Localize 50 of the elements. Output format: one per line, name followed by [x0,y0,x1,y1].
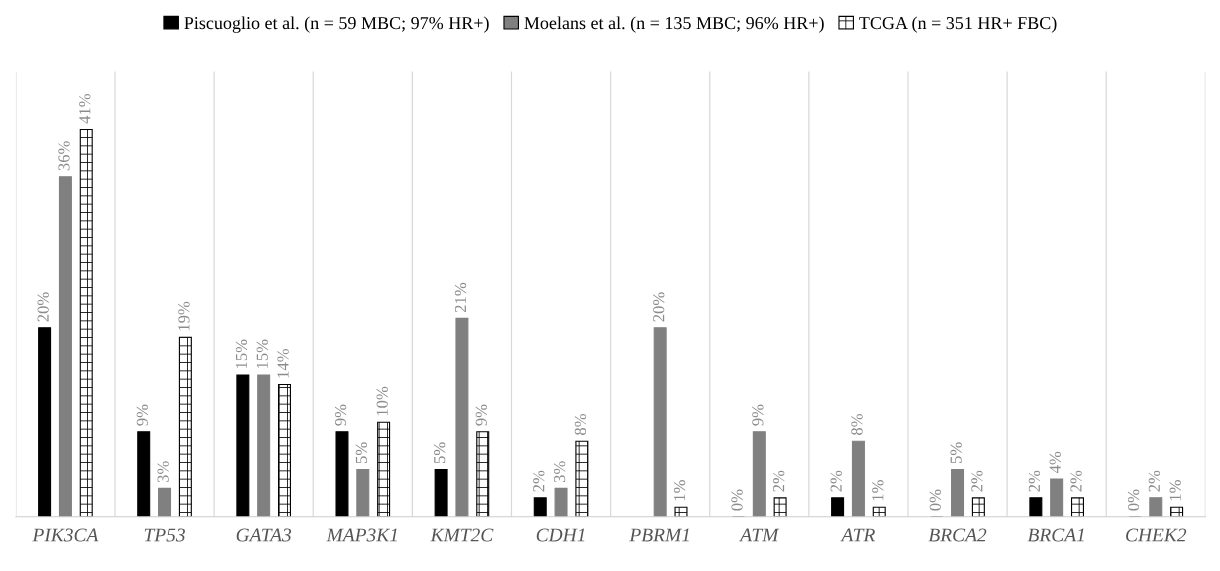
data-label: 8% [574,413,587,435]
data-label: 19% [178,301,190,331]
data-label: 2% [1028,470,1041,492]
x-tick-label: GATA3 [236,528,292,542]
data-label: 9% [475,404,487,426]
legend-label: Moelans et al. (n = 135 MBC; 96% HR+) [524,16,824,33]
data-label: 2% [1148,470,1161,492]
data-label: 1% [872,480,884,501]
x-tick-label: ATM [739,528,780,542]
legend-label: TCGA (n = 351 HR+ FBC) [859,16,1057,33]
data-label: 1% [673,480,686,501]
data-label: 3% [157,461,169,483]
data-label: 4% [1049,451,1061,474]
data-label: 9% [334,404,347,426]
data-label: 0% [929,489,941,511]
x-tick-label: PBRM1 [629,528,689,542]
data-label: 2% [971,470,983,492]
x-tick-label: CDH1 [536,528,585,542]
data-label: 5% [434,442,446,463]
data-label: 15% [235,339,248,369]
data-label: 41% [79,93,91,124]
x-tick-label: TP53 [144,528,185,542]
data-label: 0% [1127,489,1140,511]
data-label: 9% [752,404,764,426]
data-label: 10% [376,386,388,416]
data-label: 20% [653,292,665,322]
data-label: 2% [773,470,785,492]
data-label: 5% [950,442,962,463]
x-tick-label: BRCA2 [928,528,987,542]
data-label: 36% [58,141,70,171]
x-tick-label: CHEK2 [1126,528,1187,542]
data-label: 21% [454,282,467,313]
data-label: 8% [851,413,863,435]
x-tick-label: MAP3K1 [326,528,397,542]
data-label: 20% [37,292,49,322]
data-label: 2% [1070,470,1082,492]
data-label: 9% [136,404,148,426]
x-tick-label: KMT2C [430,528,494,542]
data-label: 1% [1169,480,1181,501]
data-label: 3% [553,461,566,483]
data-label: 5% [355,442,368,463]
data-label: 2% [830,470,842,492]
x-tick-label: PIK3CA [32,528,99,542]
data-label: 2% [533,470,545,492]
data-label: 0% [731,489,743,511]
x-tick-label: ATR [840,528,876,542]
legend-label: Piscuoglio et al. (n = 59 MBC; 97% HR+) [184,16,489,33]
data-label: 14% [277,348,289,378]
data-label: 15% [256,339,268,369]
x-tick-label: BRCA1 [1027,528,1084,542]
